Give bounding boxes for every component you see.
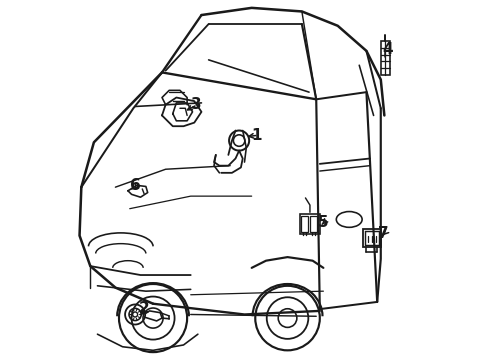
Bar	[380, 41, 389, 75]
Bar	[364, 231, 378, 245]
Bar	[301, 216, 308, 232]
Text: 5: 5	[317, 215, 327, 230]
Bar	[362, 229, 380, 247]
Text: 7: 7	[378, 226, 388, 240]
Text: 6: 6	[130, 178, 141, 193]
Text: 4: 4	[382, 42, 392, 57]
Bar	[300, 214, 319, 234]
Text: 1: 1	[251, 128, 262, 143]
Text: 3: 3	[190, 97, 201, 112]
Text: 2: 2	[139, 301, 149, 316]
Bar	[309, 216, 317, 232]
